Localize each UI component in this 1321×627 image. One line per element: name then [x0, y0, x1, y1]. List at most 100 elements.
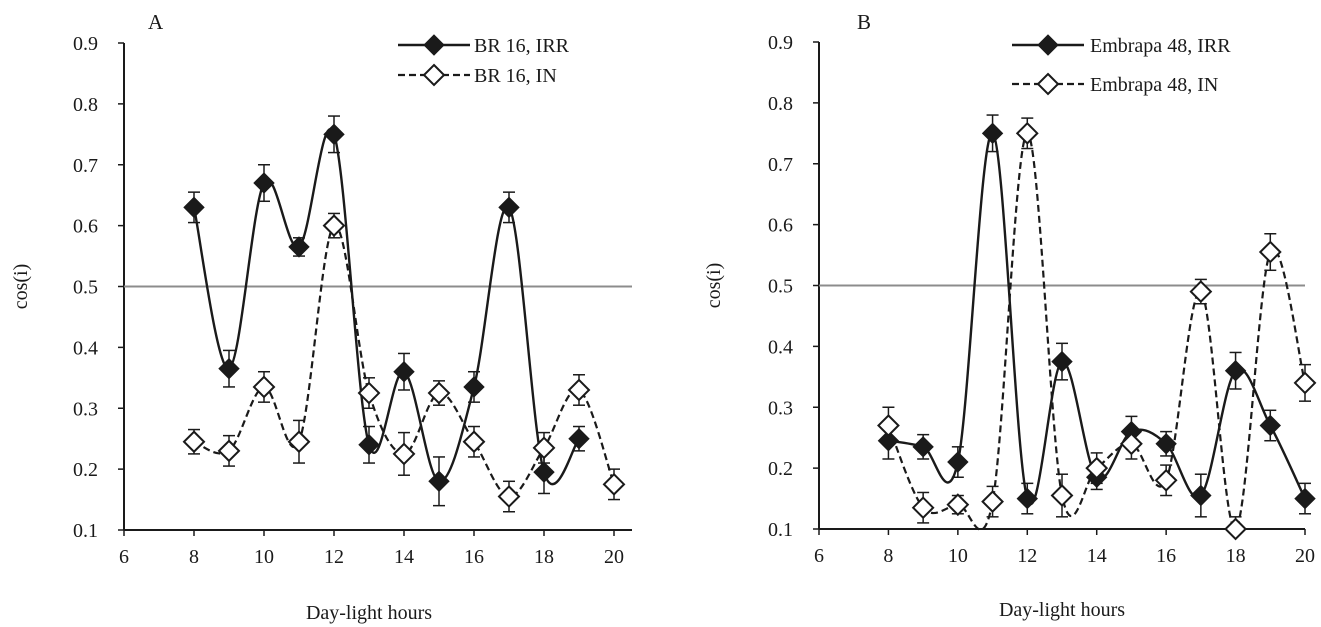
legend-label: Embrapa 48, IRR [1090, 35, 1231, 57]
open-diamond-marker [1258, 240, 1282, 264]
filled-diamond-marker [1051, 350, 1073, 373]
x-tick-label: 18 [1226, 545, 1246, 567]
y-tick-label: 0.3 [73, 398, 98, 420]
x-tick-label: 12 [1017, 545, 1037, 567]
chart-panel-b: B 0.1 0.2 0.3 0.4 0.5 0.6 0.7 0.8 0.9 6 8 10 12 14 16 18… [703, 10, 1317, 621]
x-tick-label: 6 [814, 545, 824, 567]
open-diamond-marker [946, 493, 970, 517]
y-tick-label: 0.7 [768, 154, 793, 176]
x-tick-label: 8 [883, 545, 893, 567]
x-tick-label: 14 [394, 546, 414, 568]
chart-panel-a: A 0.1 0.2 0.3 0.4 0.5 0.6 0.7 0.8 0.9 6 8 10 12 14 16 18… [10, 10, 632, 624]
y-tick-label: 0.8 [73, 94, 98, 116]
series-in [182, 212, 626, 513]
x-tick-label: 10 [948, 545, 968, 567]
open-diamond-marker [1224, 517, 1247, 541]
filled-diamond-marker [288, 236, 310, 258]
open-diamond-icon [1036, 72, 1060, 96]
panel-label: B [857, 10, 871, 34]
filled-diamond-marker [1259, 414, 1281, 437]
open-diamond-marker [1120, 432, 1143, 456]
y-tick-label: 0.2 [73, 459, 98, 481]
filled-diamond-marker [1294, 487, 1316, 510]
series-irr [877, 114, 1316, 518]
filled-diamond-marker [568, 427, 590, 450]
filled-diamond-marker [912, 436, 934, 458]
open-diamond-marker [427, 381, 451, 405]
series-in [877, 117, 1317, 541]
y-tick-label: 0.9 [73, 33, 98, 55]
y-tick-label: 0.9 [768, 32, 793, 54]
filled-diamond-marker [358, 434, 380, 456]
y-tick-label: 0.1 [768, 519, 793, 541]
open-diamond-marker [392, 442, 416, 466]
open-diamond-marker [1189, 280, 1213, 304]
filled-diamond-marker [463, 376, 485, 398]
open-diamond-marker [462, 430, 486, 454]
filled-diamond-marker [498, 196, 520, 219]
y-tick-label: 0.8 [768, 93, 793, 115]
filled-diamond-marker [183, 196, 205, 219]
y-tick-label: 0.4 [73, 337, 98, 359]
open-diamond-marker [1015, 121, 1039, 145]
filled-diamond-icon [423, 34, 445, 56]
x-axis-label: Day-light hours [999, 599, 1125, 621]
filled-diamond-marker [428, 470, 450, 493]
open-diamond-marker [981, 490, 1004, 514]
x-tick-label: 16 [1156, 545, 1176, 567]
y-tick-label: 0.7 [73, 155, 98, 177]
open-diamond-marker [532, 436, 556, 460]
open-diamond-marker [911, 496, 935, 520]
y-tick-label: 0.4 [768, 336, 793, 358]
filled-diamond-marker [393, 361, 415, 383]
open-diamond-marker [567, 378, 591, 402]
filled-diamond-marker [1224, 360, 1247, 382]
y-axis-label: cos(i) [10, 264, 32, 310]
y-tick-label: 0.5 [768, 276, 793, 298]
legend-entry: Embrapa 48, IN [1012, 72, 1218, 96]
open-diamond-marker [1154, 468, 1178, 492]
open-diamond-marker [1293, 371, 1317, 395]
x-tick-label: 8 [189, 546, 199, 568]
open-diamond-marker [1085, 456, 1109, 480]
open-diamond-marker [287, 430, 311, 454]
x-tick-label: 10 [254, 546, 274, 568]
y-tick-label: 0.3 [768, 397, 793, 419]
filled-diamond-icon [1037, 34, 1059, 56]
series-line [888, 132, 1307, 505]
filled-diamond-marker [323, 123, 345, 146]
legend-label: Embrapa 48, IN [1090, 74, 1218, 96]
open-diamond-marker [217, 439, 241, 463]
filled-diamond-marker [981, 122, 1004, 145]
open-diamond-marker [497, 485, 521, 508]
open-diamond-marker [357, 381, 381, 405]
y-tick-label: 0.6 [73, 216, 98, 238]
legend-label: BR 16, IN [474, 65, 557, 87]
open-diamond-marker [322, 214, 346, 238]
filled-diamond-marker [218, 357, 240, 380]
open-diamond-marker [877, 414, 900, 437]
x-tick-label: 20 [604, 546, 624, 568]
series-line [192, 128, 580, 485]
legend-entry: BR 16, IRR [398, 34, 570, 57]
x-axis-label: Day-light hours [306, 602, 432, 624]
filled-diamond-marker [533, 461, 555, 483]
open-diamond-marker [602, 472, 626, 496]
y-tick-label: 0.1 [73, 520, 98, 542]
y-tick-label: 0.5 [73, 277, 98, 299]
legend-entry: Embrapa 48, IRR [1012, 34, 1231, 57]
x-tick-label: 14 [1087, 545, 1107, 567]
open-diamond-marker [1050, 484, 1074, 507]
x-tick-label: 20 [1295, 545, 1315, 567]
open-diamond-marker [252, 375, 276, 399]
open-diamond-marker [182, 430, 206, 454]
panel-label: A [148, 10, 164, 34]
y-tick-label: 0.6 [768, 215, 793, 237]
open-diamond-icon [422, 63, 446, 87]
filled-diamond-marker [1190, 484, 1212, 507]
y-tick-label: 0.2 [768, 458, 793, 480]
series-line [887, 132, 1307, 531]
x-tick-label: 16 [464, 546, 484, 568]
filled-diamond-marker [1016, 487, 1038, 510]
legend-entry: BR 16, IN [398, 63, 557, 87]
